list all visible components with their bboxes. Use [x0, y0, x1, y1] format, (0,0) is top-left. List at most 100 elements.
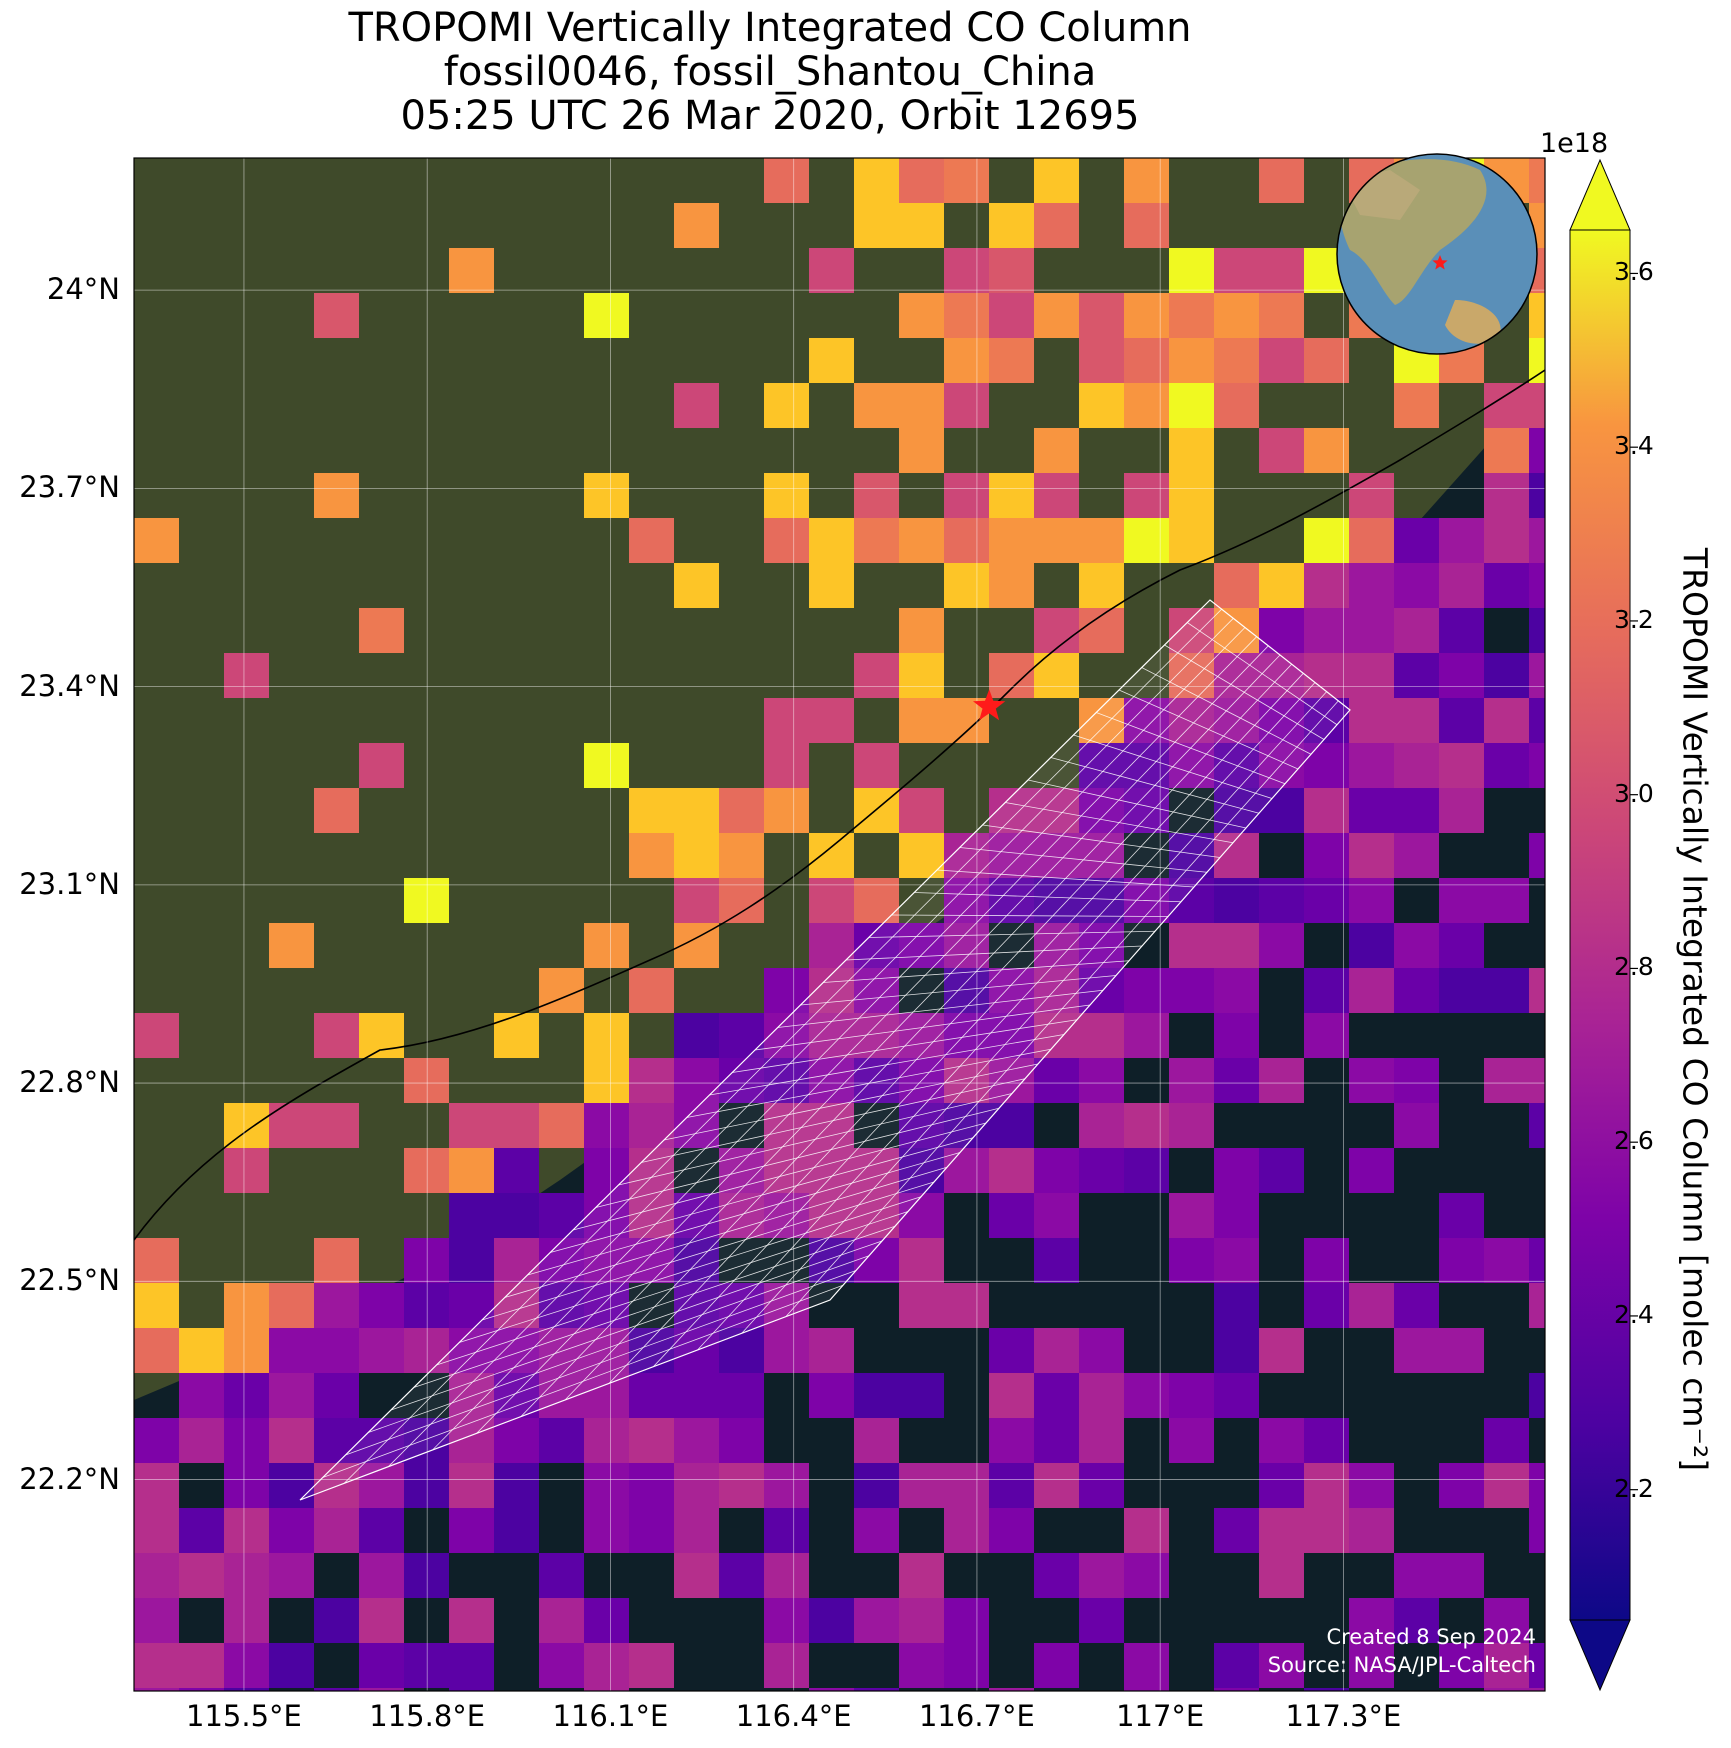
co-pixel — [1259, 248, 1304, 293]
co-pixel — [539, 968, 584, 1013]
co-pixel — [1349, 608, 1394, 653]
colorbar-tick-label: 3.4 — [1614, 431, 1654, 461]
co-pixel — [1034, 1553, 1079, 1598]
co-pixel — [314, 1373, 359, 1418]
co-pixel — [944, 1463, 989, 1508]
co-pixel — [899, 608, 944, 653]
co-pixel — [899, 293, 944, 338]
co-pixel — [1529, 293, 1545, 338]
co-pixel — [629, 968, 674, 1013]
co-pixel — [1484, 1418, 1529, 1463]
co-pixel — [404, 1058, 449, 1103]
co-pixel — [1439, 743, 1484, 788]
co-pixel — [1394, 968, 1439, 1013]
co-pixel — [224, 1643, 269, 1688]
co-pixel — [1349, 1598, 1394, 1643]
co-pixel — [1214, 653, 1259, 698]
co-pixel — [1394, 563, 1439, 608]
co-pixel — [584, 1418, 629, 1463]
co-pixel — [1304, 1418, 1349, 1463]
co-pixel — [1529, 1463, 1545, 1508]
co-pixel — [1079, 878, 1124, 923]
co-pixel — [854, 1688, 899, 1691]
co-pixel — [584, 1643, 629, 1688]
co-pixel — [1034, 158, 1079, 203]
co-pixel — [1169, 383, 1214, 428]
colorbar-tick-marks — [1630, 272, 1638, 1491]
co-pixel — [1304, 1238, 1349, 1283]
lon-tick-label: 117°E — [1116, 1699, 1205, 1733]
co-pixel — [584, 1193, 629, 1238]
co-pixel — [359, 743, 404, 788]
co-pixel — [1124, 383, 1169, 428]
co-pixel — [1034, 428, 1079, 473]
co-pixel — [1214, 1373, 1259, 1418]
co-pixel — [989, 1328, 1034, 1373]
co-pixel — [449, 1508, 494, 1553]
co-pixel — [1484, 383, 1529, 428]
co-pixel — [224, 1463, 269, 1508]
co-pixel — [494, 1238, 539, 1283]
co-pixel — [1394, 698, 1439, 743]
co-pixel — [1484, 878, 1529, 923]
co-pixel — [854, 653, 899, 698]
co-pixel — [989, 1193, 1034, 1238]
co-pixel — [1304, 1463, 1349, 1508]
co-pixel — [1439, 1553, 1484, 1598]
co-pixel — [134, 1598, 179, 1643]
co-pixel — [224, 653, 269, 698]
colorbar-gradient — [1569, 229, 1631, 1621]
co-pixel — [1484, 743, 1529, 788]
co-pixel — [134, 1643, 179, 1688]
co-pixel — [1259, 1418, 1304, 1463]
co-pixel — [314, 1013, 359, 1058]
co-pixel — [1079, 923, 1124, 968]
co-pixel — [809, 1373, 854, 1418]
co-pixel — [449, 248, 494, 293]
co-pixel — [1169, 968, 1214, 1013]
co-pixel — [1304, 1013, 1349, 1058]
co-pixel — [719, 1058, 764, 1103]
co-pixel — [1169, 1103, 1214, 1148]
co-pixel — [809, 338, 854, 383]
co-pixel — [989, 653, 1034, 698]
co-pixel — [1079, 1148, 1124, 1193]
co-pixel — [1214, 248, 1259, 293]
co-pixel — [1169, 923, 1214, 968]
co-pixel — [1034, 608, 1079, 653]
co-pixel — [1304, 1688, 1349, 1691]
co-pixel — [1079, 383, 1124, 428]
co-pixel — [1124, 788, 1169, 833]
co-pixel — [1124, 1508, 1169, 1553]
co-pixel — [1124, 1103, 1169, 1148]
co-pixel — [674, 383, 719, 428]
co-pixel — [584, 1373, 629, 1418]
co-pixel — [1259, 428, 1304, 473]
co-pixel — [899, 923, 944, 968]
co-pixel — [1349, 1508, 1394, 1553]
co-pixel — [1124, 473, 1169, 518]
co-pixel — [1169, 1238, 1214, 1283]
co-pixel — [674, 833, 719, 878]
co-pixel — [224, 1373, 269, 1418]
co-pixel — [674, 1553, 719, 1598]
co-pixel — [224, 1508, 269, 1553]
co-pixel — [1169, 698, 1214, 743]
colorbar-tick-label: 2.6 — [1614, 1126, 1654, 1156]
co-pixel — [764, 158, 809, 203]
co-pixel — [1214, 1193, 1259, 1238]
co-pixel — [1259, 293, 1304, 338]
co-pixel — [1124, 1148, 1169, 1193]
co-pixel — [539, 1418, 584, 1463]
co-pixel — [494, 1508, 539, 1553]
colorbar — [1569, 158, 1638, 1692]
co-pixel — [1169, 1373, 1214, 1418]
co-pixel — [764, 788, 809, 833]
co-pixel — [1529, 1508, 1545, 1553]
co-pixel — [1304, 833, 1349, 878]
co-pixel — [854, 1238, 899, 1283]
co-pixel — [359, 1508, 404, 1553]
co-pixel — [1349, 563, 1394, 608]
co-pixel — [629, 1193, 674, 1238]
co-pixel — [899, 788, 944, 833]
